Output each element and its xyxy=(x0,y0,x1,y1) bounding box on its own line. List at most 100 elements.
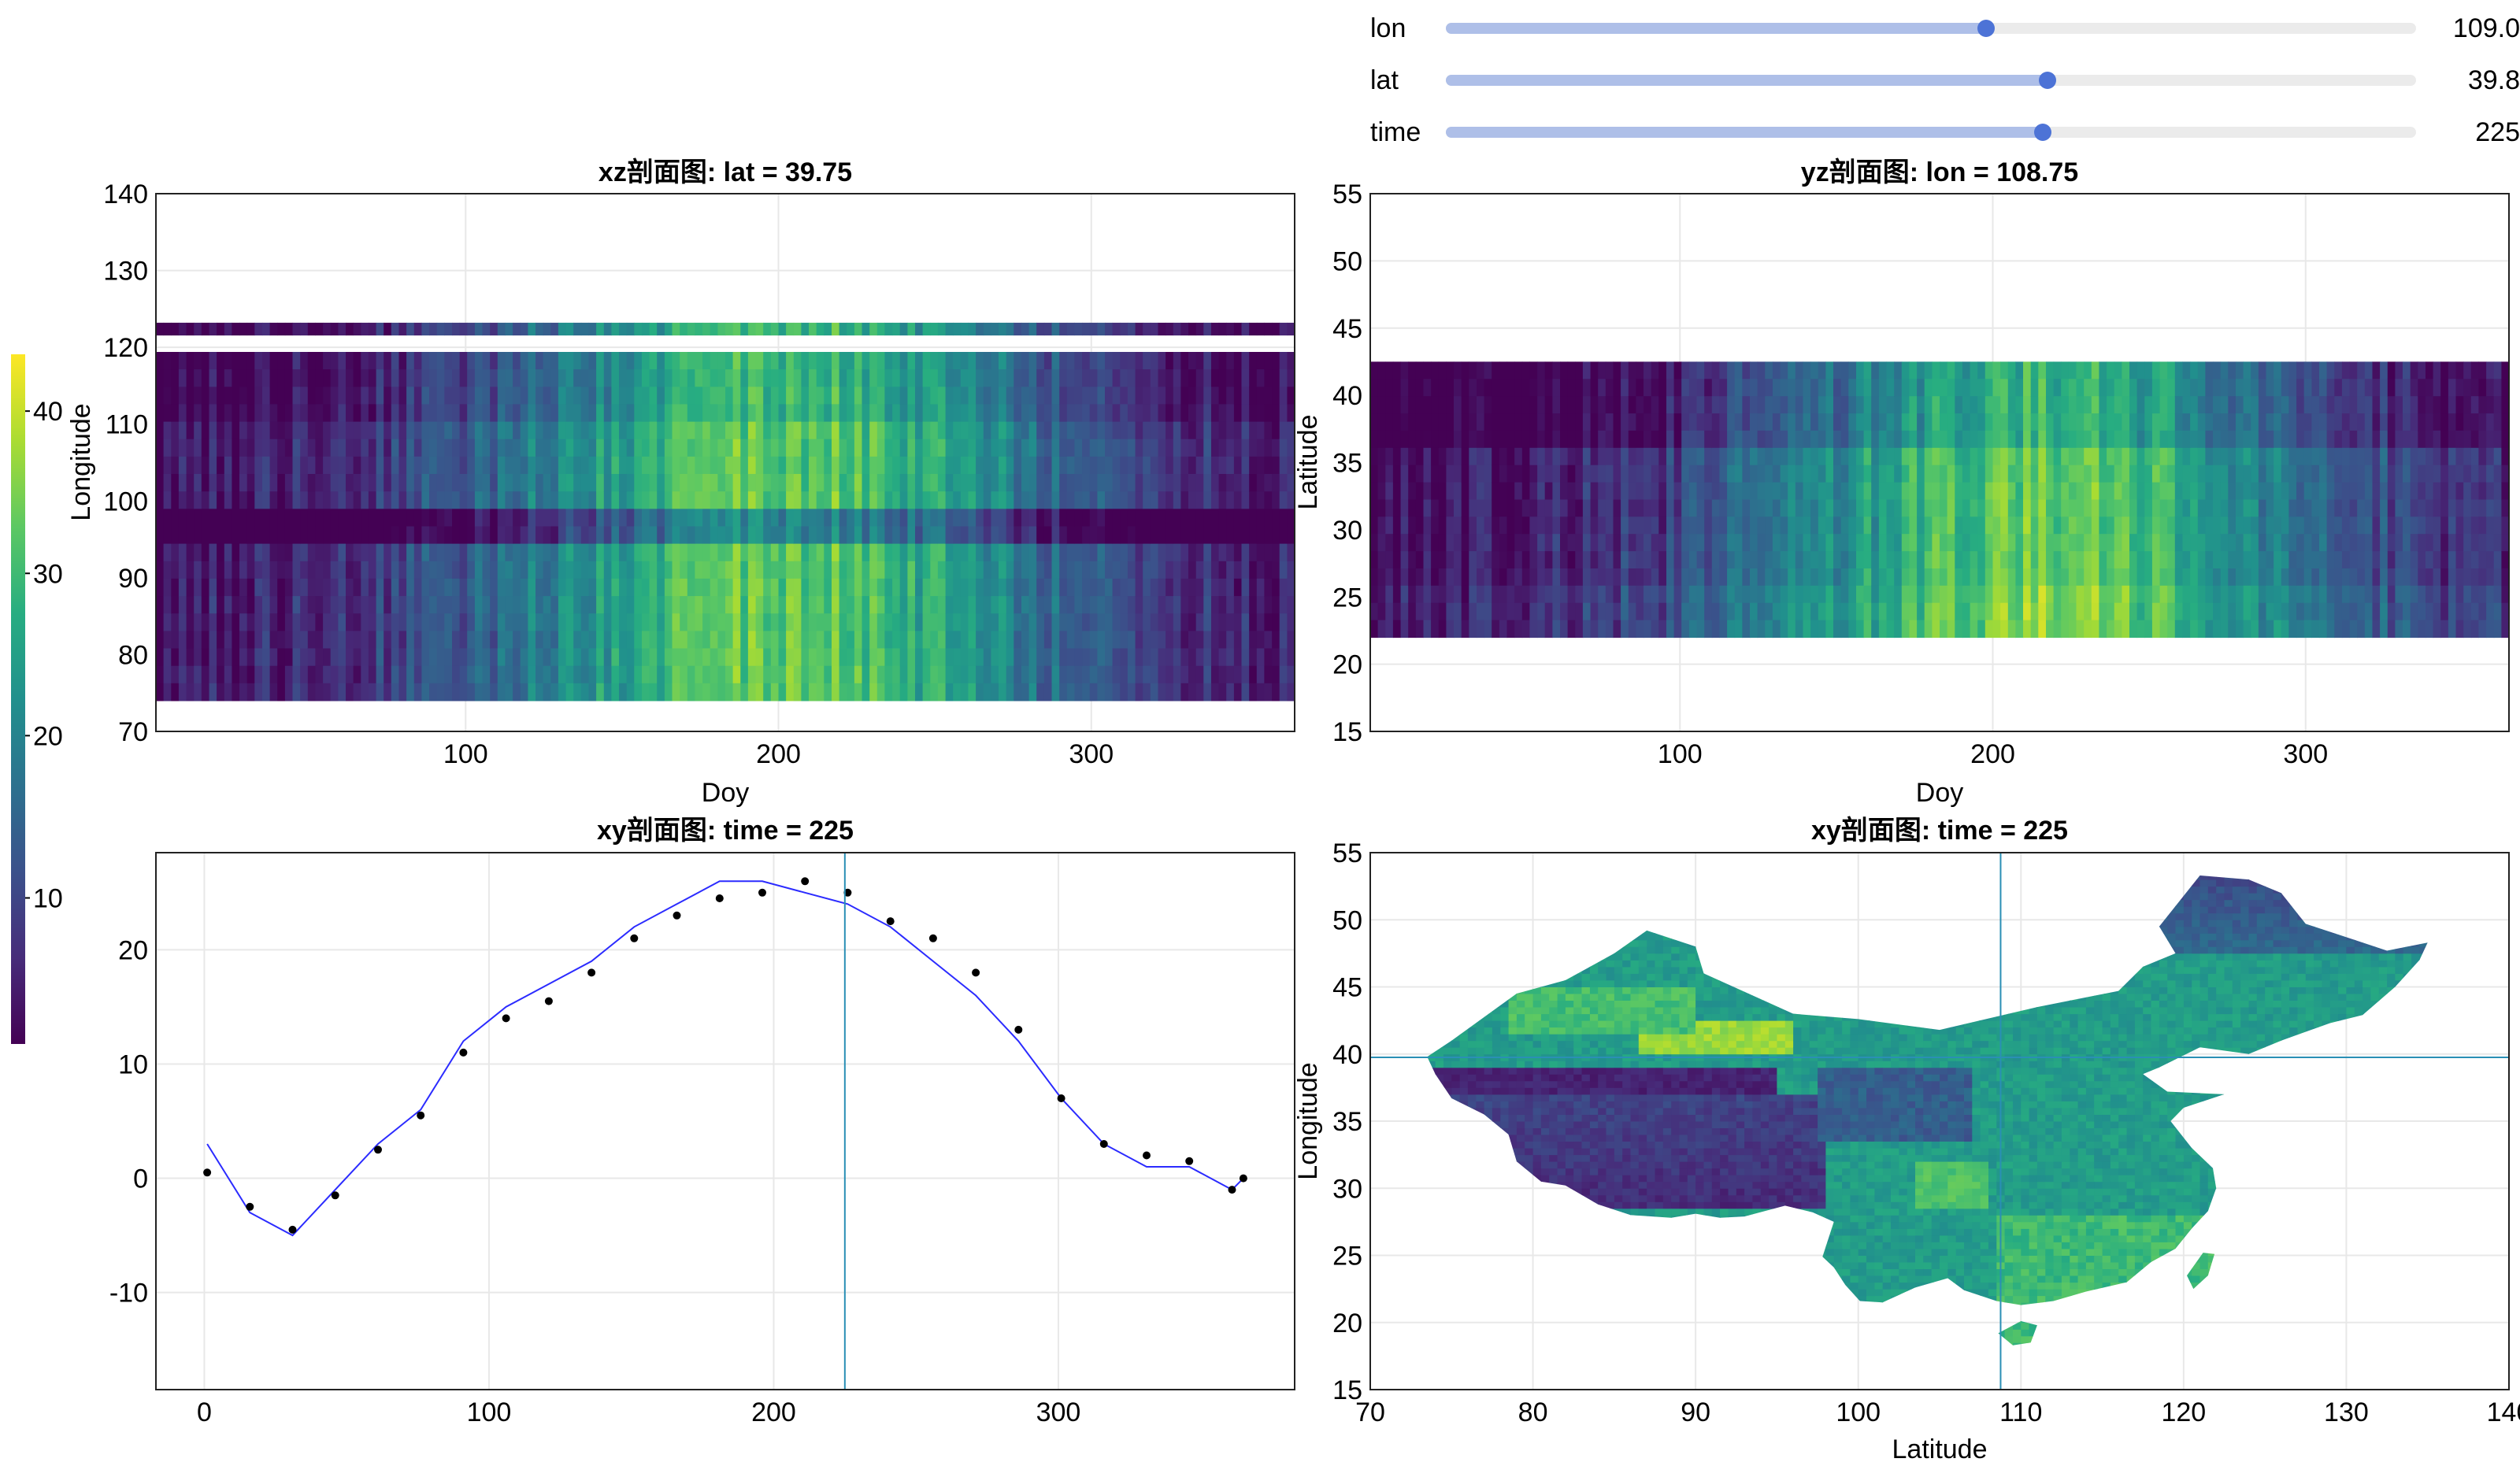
heatmap-cell xyxy=(1173,578,1181,597)
heatmap-cell xyxy=(1264,578,1273,597)
heatmap-cell xyxy=(550,665,559,684)
heatmap-cell xyxy=(1264,352,1273,370)
heatmap-cell xyxy=(1195,665,1204,684)
heatmap-cell xyxy=(2213,620,2222,639)
heatmap-cell xyxy=(634,683,643,701)
heatmap-cell xyxy=(710,665,718,684)
heatmap-cell xyxy=(2046,585,2055,604)
heatmap-cell xyxy=(505,387,513,405)
heatmap-cell xyxy=(1226,387,1235,405)
heatmap-cell xyxy=(1143,352,1151,370)
heatmap-cell xyxy=(809,683,817,701)
heatmap-cell xyxy=(1727,396,1736,414)
heatmap-cell xyxy=(1582,568,1592,587)
heatmap-cell xyxy=(642,683,650,701)
heatmap-cell xyxy=(1074,404,1083,423)
heatmap-cell xyxy=(558,456,567,475)
heatmap-cell xyxy=(1112,526,1121,545)
heatmap-cell xyxy=(429,369,438,387)
heatmap-cell xyxy=(832,421,840,440)
heatmap-cell xyxy=(1917,585,1925,604)
heatmap-cell xyxy=(1727,361,1736,379)
heatmap-cell xyxy=(2205,396,2214,414)
heatmap-cell xyxy=(2007,568,2016,587)
heatmap-cell xyxy=(1105,322,1114,336)
heatmap-cell xyxy=(960,322,969,336)
heatmap-cell xyxy=(1218,543,1227,562)
heatmap-cell xyxy=(1484,585,1492,604)
heatmap-cell xyxy=(1279,456,1288,475)
heatmap-cell xyxy=(786,543,795,562)
heatmap-cell xyxy=(755,648,764,667)
heatmap-cell xyxy=(1423,568,1432,587)
heatmap-cell xyxy=(1143,456,1151,475)
heatmap-cell xyxy=(847,648,855,667)
heatmap-cell xyxy=(239,491,248,509)
heatmap-cell xyxy=(1097,322,1106,336)
heatmap-cell xyxy=(1970,602,1978,621)
heatmap-cell xyxy=(1552,499,1561,517)
heatmap-cell xyxy=(1249,561,1258,579)
heatmap-cell xyxy=(2038,379,2047,397)
heatmap-cell xyxy=(892,543,901,562)
heatmap-cell xyxy=(178,578,187,597)
heatmap-cell xyxy=(429,509,438,527)
heatmap-cell xyxy=(1105,456,1114,475)
heatmap-cell xyxy=(1840,602,1849,621)
heatmap-cell xyxy=(1552,396,1561,414)
heatmap-cells xyxy=(1370,361,2509,639)
heatmap-cell xyxy=(1415,499,1424,517)
heatmap-cell xyxy=(398,543,407,562)
heatmap-cell xyxy=(1818,602,1826,621)
heatmap-cell xyxy=(1059,404,1068,423)
heatmap-cell xyxy=(732,631,741,650)
heatmap-cell xyxy=(1021,578,1030,597)
heatmap-cell xyxy=(717,526,726,545)
heatmap-cell xyxy=(1590,602,1599,621)
heatmap-cell xyxy=(854,578,863,597)
heatmap-cell xyxy=(801,578,810,597)
heatmap-cell xyxy=(1120,421,1128,440)
heatmap-cell xyxy=(209,631,217,650)
heatmap-cell xyxy=(862,648,870,667)
heatmap-cell xyxy=(573,509,582,527)
heatmap-cell xyxy=(1886,534,1895,552)
heatmap-cell xyxy=(1970,516,1978,535)
heatmap-cell xyxy=(603,613,612,631)
heatmap-cell xyxy=(452,439,461,457)
heatmap-cell xyxy=(1211,474,1220,492)
heatmap-cell xyxy=(2114,499,2122,517)
heatmap-cell xyxy=(2136,465,2145,483)
heatmap-cell xyxy=(1150,543,1158,562)
heatmap-cell xyxy=(968,509,976,527)
heatmap-cell xyxy=(436,474,445,492)
heatmap-cell xyxy=(1226,421,1235,440)
heatmap-cell xyxy=(1446,534,1455,552)
heatmap-cell xyxy=(2084,516,2092,535)
heatmap-cell xyxy=(413,369,422,387)
heatmap-cell xyxy=(2015,465,2024,483)
heatmap-cell xyxy=(1036,456,1045,475)
heatmap-cell xyxy=(1264,439,1273,457)
heatmap-cell xyxy=(1940,430,1948,449)
heatmap-cell xyxy=(384,613,392,631)
heatmap-cell xyxy=(1567,361,1576,379)
heatmap-cell xyxy=(1195,613,1204,631)
heatmap-cell xyxy=(550,596,559,614)
heatmap-cell xyxy=(2076,482,2085,501)
heatmap-cell xyxy=(664,491,673,509)
heatmap-cell xyxy=(2144,396,2153,414)
heatmap-cell xyxy=(1651,447,1659,466)
heatmap-cell xyxy=(513,322,521,336)
heatmap-cell xyxy=(1264,404,1273,423)
heatmap-cell xyxy=(1392,620,1402,639)
heatmap-cell xyxy=(2046,361,2055,379)
heatmap-cell xyxy=(269,352,278,370)
heatmap-cell xyxy=(1940,482,1948,501)
heatmap-cell xyxy=(1795,465,1803,483)
heatmap-cell xyxy=(1180,474,1189,492)
heatmap-cell xyxy=(1666,534,1675,552)
heatmap-cell xyxy=(558,369,567,387)
heatmap-cell xyxy=(1477,396,1485,414)
heatmap-cell xyxy=(1886,482,1895,501)
